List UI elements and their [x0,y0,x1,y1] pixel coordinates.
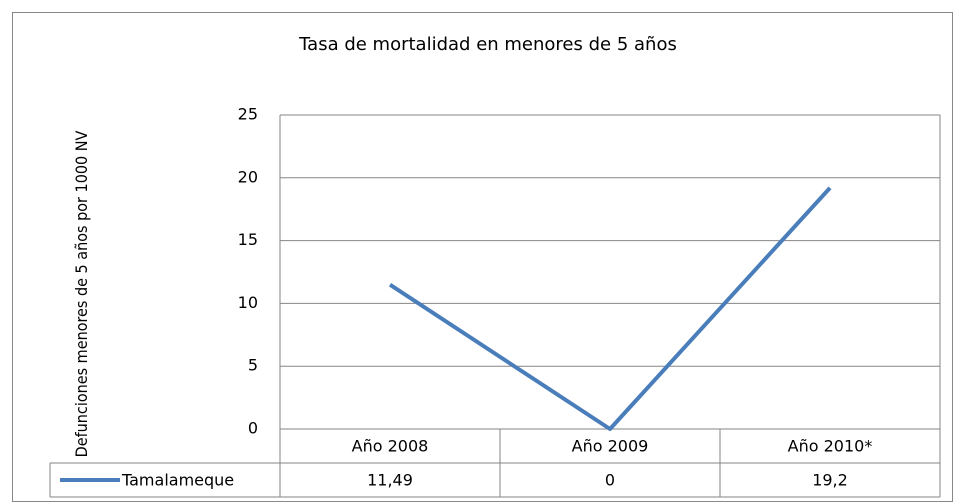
y-tick-label: 5 [248,356,258,375]
y-axis-label: Defunciones menores de 5 años por 1000 N… [72,130,91,458]
x-tick-label: Año 2008 [352,437,429,456]
y-tick-label: 10 [238,293,258,312]
y-tick-label: 25 [238,105,258,124]
table-value: 11,49 [367,471,413,490]
y-tick-label: 15 [238,230,258,249]
y-tick-label: 0 [248,419,258,438]
legend-label: Tamalameque [121,471,234,490]
y-tick-label: 20 [238,167,258,186]
chart-border [12,12,953,502]
table-value: 19,2 [812,471,848,490]
line-series [388,186,832,431]
x-tick-label: Año 2010* [788,437,873,456]
x-tick-label: Año 2009 [572,437,649,456]
chart-title: Tasa de mortalidad en menores de 5 años [298,34,677,55]
table-value: 0 [605,471,615,490]
